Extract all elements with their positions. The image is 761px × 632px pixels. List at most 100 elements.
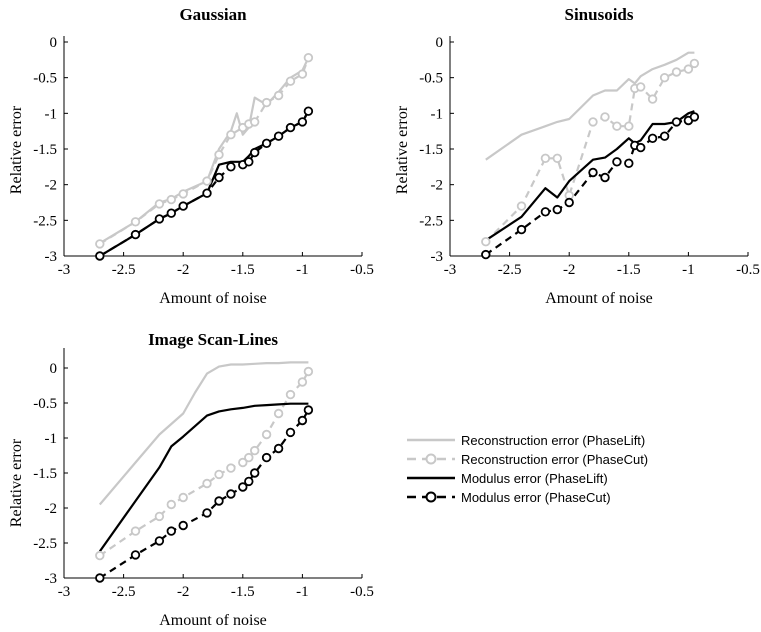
data-point — [612, 157, 622, 167]
data-point — [689, 112, 700, 122]
data-point — [552, 153, 562, 163]
y-tick-label: -2 — [431, 178, 444, 194]
data-point — [297, 377, 308, 387]
x-tick-label: -0.5 — [350, 262, 374, 278]
data-point — [261, 452, 272, 463]
data-point — [261, 138, 272, 148]
y-tick-label: -2 — [45, 178, 58, 194]
y-tick-label: -2 — [45, 501, 58, 517]
data-point — [285, 122, 296, 133]
data-point — [671, 117, 682, 127]
y-tick-label: -2.5 — [33, 536, 57, 552]
data-point — [303, 53, 314, 63]
x-tick-label: -1 — [682, 262, 695, 278]
legend-item: Modulus error (PhaseLift) — [407, 471, 608, 486]
data-point — [95, 573, 105, 583]
x-axis-label: Amount of noise — [159, 290, 267, 307]
data-point — [297, 415, 308, 426]
series-line — [99, 409, 310, 579]
series-line — [99, 57, 310, 245]
data-point — [95, 239, 105, 249]
series-line — [98, 402, 309, 553]
data-point — [226, 463, 236, 473]
data-point — [95, 550, 105, 561]
data-point — [166, 208, 176, 218]
data-point — [178, 520, 188, 531]
data-point — [612, 121, 622, 131]
data-point — [178, 492, 188, 503]
x-tick-label: -3 — [444, 262, 457, 278]
data-point — [154, 214, 165, 224]
x-axis-label: Amount of noise — [159, 612, 267, 629]
x-tick-label: -3 — [58, 262, 71, 278]
data-point — [244, 476, 254, 487]
y-tick-label: -1.5 — [33, 142, 57, 158]
chart-panel-image-scan-lines: Image Scan-Lines Relative error Amount o… — [8, 330, 374, 629]
legend-marker — [425, 491, 437, 503]
legend-label: Reconstruction error (PhaseCut) — [461, 452, 648, 467]
chart-panel-sinusoids: Sinusoids Relative error Amount of noise… — [394, 5, 760, 307]
data-point — [303, 106, 314, 116]
data-point — [249, 117, 260, 127]
data-point — [244, 157, 254, 167]
data-point — [130, 217, 141, 227]
data-point — [647, 94, 658, 104]
y-tick-label: 0 — [436, 35, 444, 51]
x-tick-label: -2 — [563, 262, 576, 278]
data-point — [516, 201, 527, 211]
chart-panel-gaussian: Gaussian Relative error Amount of noise … — [8, 5, 374, 307]
data-point — [273, 90, 284, 101]
chart-title: Image Scan-Lines — [148, 330, 278, 349]
series-line — [485, 62, 696, 243]
data-point — [226, 162, 236, 172]
data-point — [130, 229, 141, 240]
data-point — [636, 82, 646, 92]
y-tick-label: -1 — [45, 106, 58, 122]
legend-item: Reconstruction error (PhaseCut) — [407, 452, 648, 467]
data-point — [659, 72, 670, 83]
y-tick-label: -0.5 — [33, 396, 57, 412]
series-line — [99, 370, 310, 557]
data-point — [671, 67, 682, 77]
data-point — [303, 405, 314, 415]
data-point — [636, 142, 646, 153]
y-axis-label: Relative error — [394, 105, 411, 194]
data-point — [689, 58, 700, 69]
data-point — [273, 443, 284, 454]
y-tick-label: -3 — [431, 249, 444, 265]
x-axis-label: Amount of noise — [545, 290, 653, 307]
data-point — [261, 429, 272, 440]
data-point — [249, 147, 260, 158]
data-point — [540, 207, 551, 217]
series-line — [485, 110, 695, 242]
data-point — [154, 511, 165, 522]
data-point — [273, 131, 284, 141]
legend-label: Reconstruction error (PhaseLift) — [461, 433, 645, 448]
y-tick-label: -1.5 — [33, 466, 57, 482]
data-point — [540, 153, 551, 163]
x-tick-label: -1 — [296, 262, 309, 278]
data-point — [600, 112, 610, 122]
data-point — [95, 251, 105, 261]
data-point — [481, 249, 491, 260]
x-tick-label: -1 — [296, 584, 309, 600]
data-point — [624, 121, 634, 131]
data-point — [285, 427, 296, 438]
data-point — [130, 550, 141, 560]
legend-item: Modulus error (PhaseCut) — [407, 490, 611, 505]
data-point — [600, 172, 610, 183]
data-point — [683, 64, 694, 74]
x-tick-label: -2 — [177, 584, 190, 600]
legend: Reconstruction error (PhaseLift) Reconst… — [407, 433, 648, 505]
data-point — [285, 76, 296, 86]
y-tick-label: -3 — [45, 249, 58, 265]
data-point — [273, 408, 284, 419]
data-point — [588, 117, 598, 127]
data-point — [130, 526, 141, 536]
series-line — [99, 57, 310, 245]
x-tick-label: -1.5 — [617, 262, 641, 278]
data-point — [238, 457, 248, 468]
data-point — [244, 452, 254, 463]
x-tick-label: -2 — [177, 262, 190, 278]
x-tick-label: -1.5 — [231, 262, 255, 278]
